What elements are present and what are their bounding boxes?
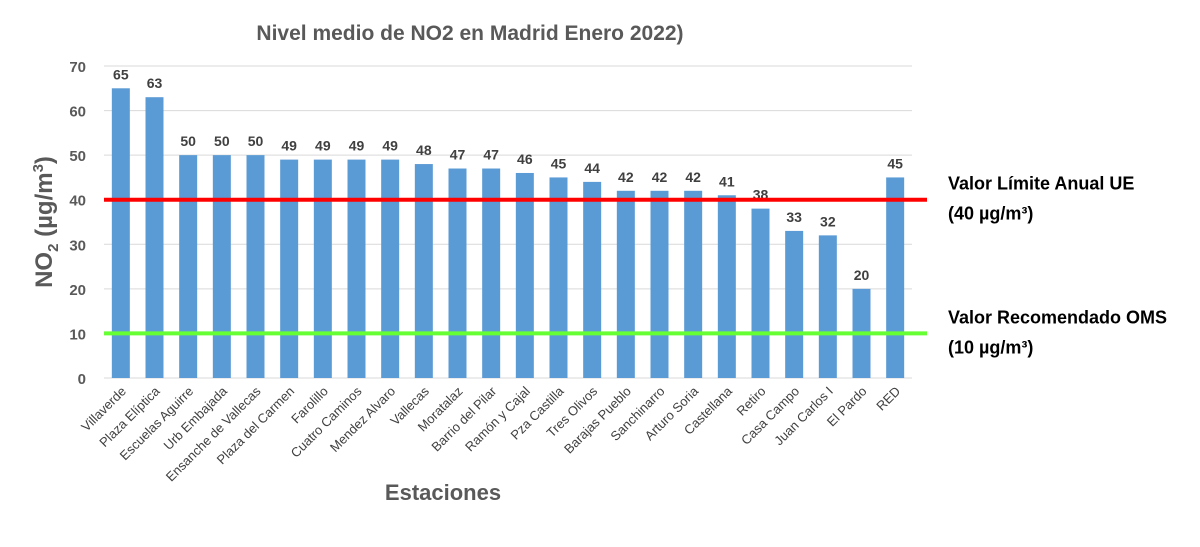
x-axis-label: Estaciones [385,480,501,505]
bar [549,177,568,378]
reference-lines: Valor Límite Anual UE (40 µg/m³) Valor Rec… [104,174,1167,357]
bar [785,230,804,378]
bar [381,159,400,378]
bar [246,155,265,378]
chart-title: Nivel medio de NO2 en Madrid Enero 2022) [256,22,683,45]
y-tick-label: 60 [69,104,86,121]
y-tick-label: 0 [78,371,86,388]
data-label: 42 [652,169,668,185]
y-tick-label: 20 [69,282,86,299]
bar [583,181,602,378]
bar [111,88,130,379]
bar [448,168,467,378]
data-label: 33 [786,209,802,225]
data-label: 63 [147,75,163,91]
y-tick-label: 30 [69,237,86,254]
bar [650,190,669,378]
bar [616,190,635,378]
data-label: 49 [349,138,365,154]
bar [179,155,198,378]
reference-label: Valor Límite Anual UE [948,174,1134,194]
bar [482,168,501,378]
y-tick-label: 50 [69,148,86,165]
bar [751,208,770,378]
data-label: 42 [685,169,701,185]
data-label: 48 [416,142,432,158]
bar [212,155,231,378]
data-label: 50 [214,133,230,149]
y-tick-label: 10 [69,326,86,343]
data-label: 45 [551,155,567,171]
y-tick-label: 70 [69,59,86,76]
bar [515,172,534,378]
data-label: 41 [719,173,735,189]
reference-label: Valor Recomendado OMS [948,307,1167,327]
data-label: 50 [180,133,196,149]
bar [280,159,299,378]
data-label: 65 [113,66,129,82]
data-label: 49 [281,138,297,154]
x-tick-label: RED [873,384,903,414]
bar [717,195,736,378]
data-label: 42 [618,169,634,185]
data-label: 49 [315,138,331,154]
data-label: 20 [854,267,870,283]
bar [684,190,703,378]
y-axis-label: NO2 (µg/m3) [30,156,62,288]
bar [818,235,837,378]
y-tick-label: 40 [69,193,86,210]
data-label: 32 [820,213,836,229]
data-label: 44 [584,160,600,176]
reference-sublabel: (10 µg/m³) [948,337,1033,357]
bar [347,159,366,378]
bar [414,164,433,378]
y-axis-ticks: 0 10 20 30 40 50 60 70 [69,59,86,388]
data-label: 47 [450,147,466,163]
data-label: 45 [887,155,903,171]
bar [313,159,332,378]
data-label: 46 [517,151,533,167]
data-label: 47 [483,147,499,163]
data-label: 50 [248,133,264,149]
bar [886,177,905,378]
reference-sublabel: (40 µg/m³) [948,204,1033,224]
data-label: 49 [382,138,398,154]
bar [145,97,164,378]
